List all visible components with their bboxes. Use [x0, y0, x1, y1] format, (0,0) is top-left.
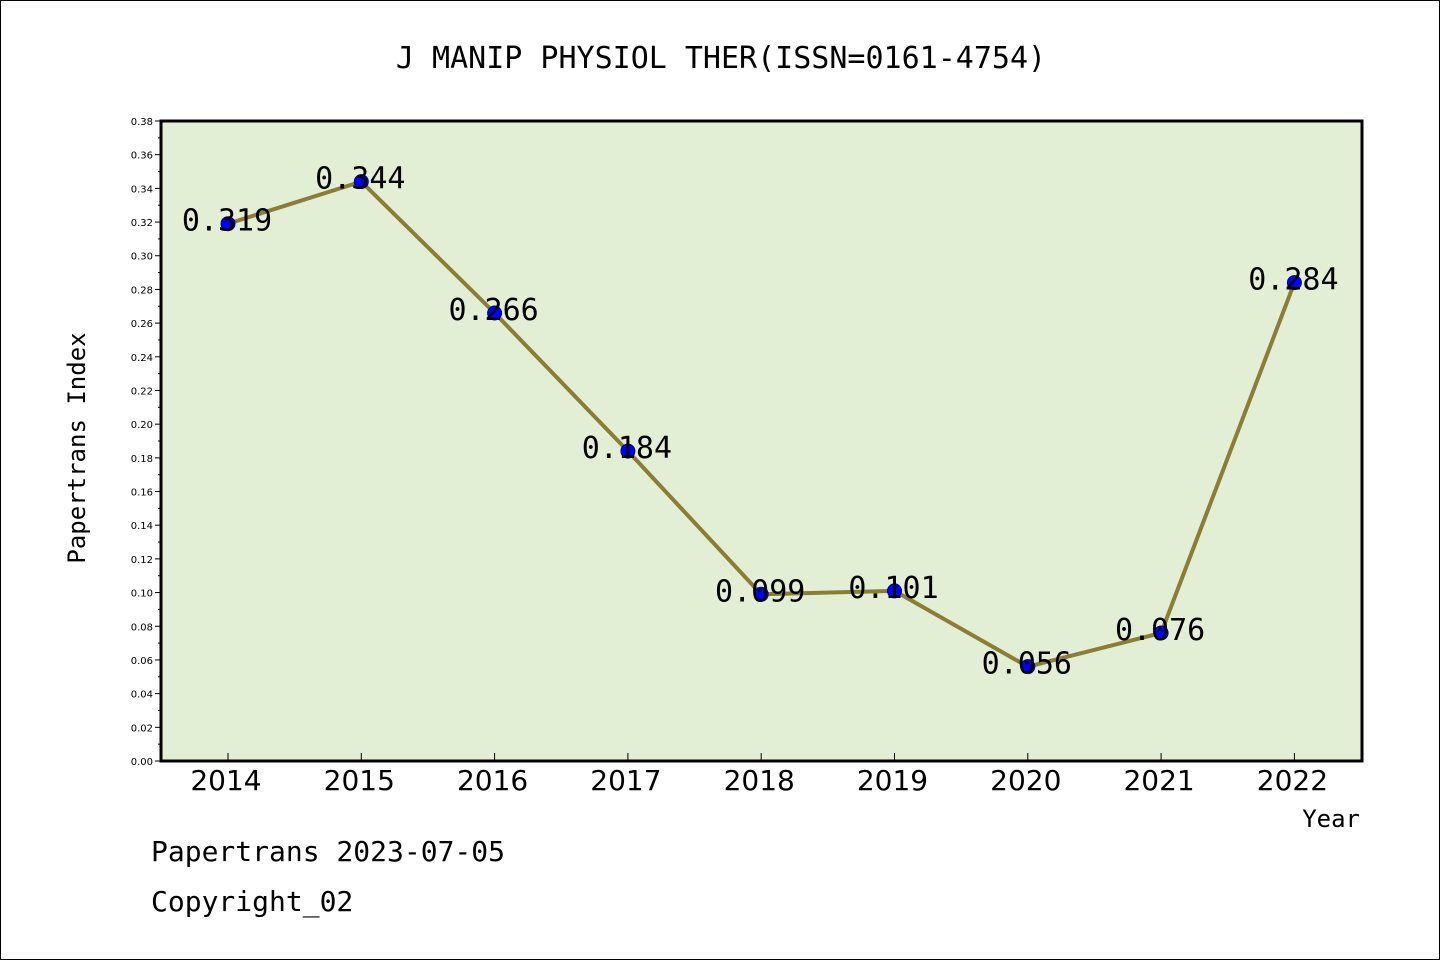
y-tick-label: 0.16	[131, 488, 153, 499]
y-tick-label: 0.02	[131, 723, 153, 734]
series-line: 0.319 0.344 0.266 0.184 0.099 0.101 0.056 0.076…	[182, 162, 1339, 682]
y-tick-label: 0.14	[131, 521, 153, 532]
data-point	[1020, 659, 1036, 675]
footer-copyright: Copyright_02	[151, 885, 354, 918]
x-tick-label: 2014	[190, 764, 261, 797]
y-tick-label: 0.32	[131, 218, 153, 229]
data-point	[353, 174, 369, 190]
data-point	[620, 443, 636, 459]
y-tick-label: 0.10	[131, 589, 153, 600]
footer-date: Papertrans 2023-07-05	[151, 835, 506, 868]
data-label: 0.344	[315, 162, 405, 197]
y-tick-label: 0.24	[131, 353, 153, 364]
y-tick-label: 0.18	[131, 454, 153, 465]
chart-title: J MANIP PHYSIOL THER(ISSN=0161-4754)	[396, 41, 1046, 76]
y-tick-label: 0.12	[131, 555, 153, 566]
y-tick-label: 0.06	[131, 656, 153, 667]
data-label: 0.184	[582, 431, 672, 466]
y-axis-label: Papertrans Index	[63, 332, 91, 563]
x-tick-label: 2015	[324, 764, 395, 797]
data-label: 0.101	[848, 571, 938, 606]
data-point	[753, 586, 769, 602]
data-point	[487, 305, 503, 321]
y-tick-label: 0.34	[131, 184, 153, 195]
y-tick-label: 0.36	[131, 151, 153, 162]
y-tick-label: 0.04	[131, 690, 153, 701]
plot-area	[159, 119, 1364, 763]
x-axis-label: Year	[1302, 805, 1360, 833]
data-point	[1153, 625, 1169, 641]
data-point	[887, 583, 902, 599]
y-tick-label: 0.38	[131, 117, 153, 128]
x-tick-label: 2019	[857, 764, 928, 797]
data-label: 0.284	[1248, 263, 1338, 298]
x-tick-label: 2017	[590, 764, 661, 797]
x-tick-label: 2016	[457, 764, 528, 797]
data-label: 0.076	[1115, 613, 1205, 648]
y-tick-label: 0.00	[131, 757, 153, 768]
x-tick-label: 2022	[1257, 764, 1328, 797]
data-point	[220, 216, 236, 232]
y-tick-label: 0.20	[131, 420, 153, 431]
y-tick-label: 0.26	[131, 319, 153, 330]
y-tick-label: 0.28	[131, 285, 153, 296]
data-label: 0.319	[182, 204, 272, 239]
y-tick-label: 0.30	[131, 252, 153, 263]
data-point	[1286, 275, 1302, 291]
x-axis: 2014 2015 2016 2017 2018 2019 2020 2021 2022	[190, 753, 1328, 797]
x-tick-label: 2021	[1123, 764, 1194, 797]
data-label: 0.266	[448, 293, 538, 328]
data-label: 0.056	[982, 647, 1072, 682]
data-label: 0.099	[715, 574, 805, 609]
y-axis: 0.00 0.02 0.04 0.06 0.08 0.10 0.12 0.14 0.16 0.18…	[131, 117, 161, 768]
x-tick-label: 2018	[724, 764, 795, 797]
y-tick-label: 0.22	[131, 386, 153, 397]
y-tick-label: 0.08	[131, 622, 153, 633]
x-tick-label: 2020	[990, 764, 1061, 797]
